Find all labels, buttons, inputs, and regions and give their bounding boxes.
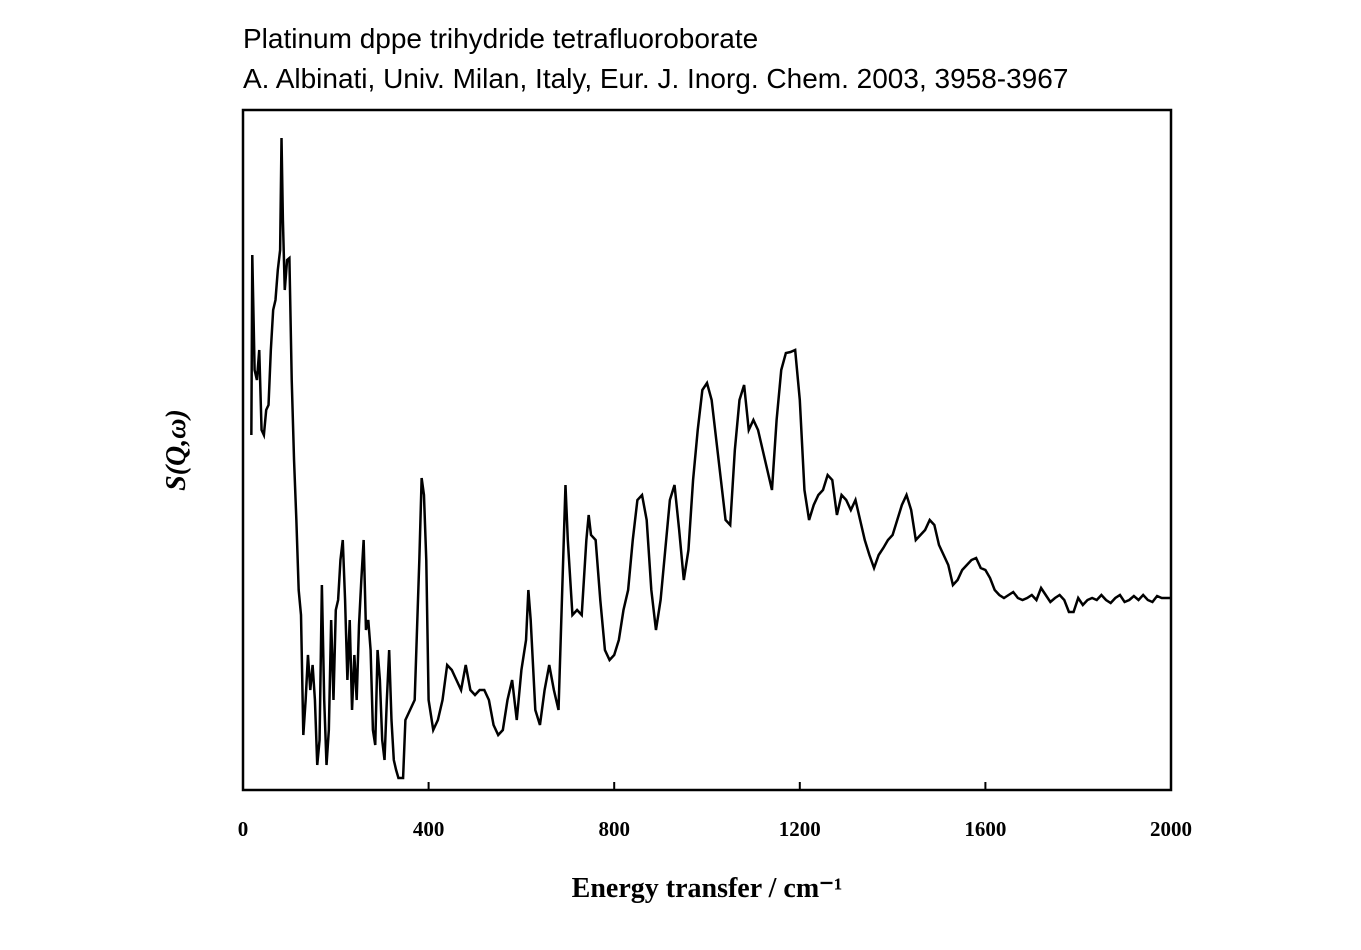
chart-title: Platinum dppe trihydride tetrafluorobora… xyxy=(243,23,758,54)
x-tick-label: 800 xyxy=(598,817,630,841)
plot-frame xyxy=(241,108,1173,792)
x-tick-label: 400 xyxy=(413,817,445,841)
x-axis-label: Energy transfer / cm⁻¹ xyxy=(572,873,843,904)
x-tick-label: 2000 xyxy=(1150,817,1192,841)
x-tick-label: 1200 xyxy=(779,817,821,841)
chart-subtitle: A. Albinati, Univ. Milan, Italy, Eur. J.… xyxy=(243,63,1068,94)
x-tick-label: 1600 xyxy=(964,817,1006,841)
spectrum-line xyxy=(250,137,1171,780)
y-axis-label: S(Q,ω) xyxy=(161,409,192,491)
x-tick-label: 0 xyxy=(238,817,249,841)
